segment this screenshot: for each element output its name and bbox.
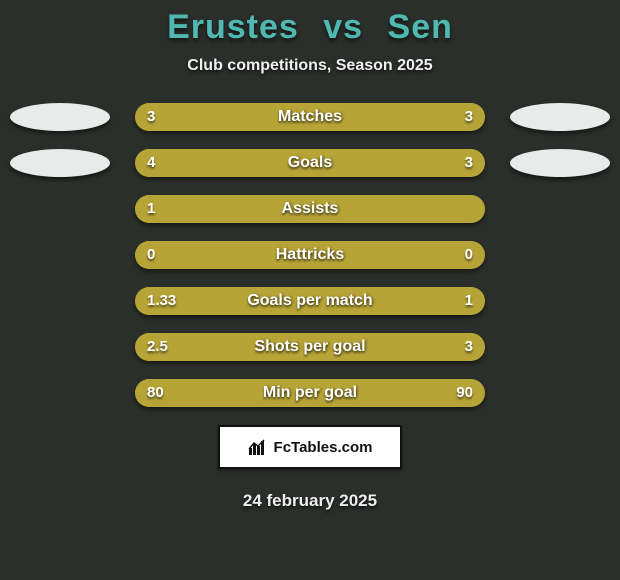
stat-row: Goals per match1.331 bbox=[0, 287, 620, 315]
player1-badge bbox=[10, 149, 110, 177]
stat-row: Min per goal8090 bbox=[0, 379, 620, 407]
stat-bar-fill-right bbox=[310, 241, 485, 269]
brand-box[interactable]: FcTables.com bbox=[218, 425, 402, 469]
stat-bar-track: Shots per goal2.53 bbox=[135, 333, 485, 361]
stat-bar-track: Min per goal8090 bbox=[135, 379, 485, 407]
stat-rows: Matches33 Goals43 Assists1 Hattricks00 Goals… bbox=[0, 103, 620, 407]
brand-bars-icon bbox=[248, 438, 268, 456]
stat-row: Goals43 bbox=[0, 149, 620, 177]
title-player1: Erustes bbox=[167, 8, 299, 46]
player2-badge bbox=[510, 103, 610, 131]
stat-bar-fill-right bbox=[335, 287, 486, 315]
stat-row: Assists1 bbox=[0, 195, 620, 223]
stat-bar-fill-right bbox=[300, 379, 486, 407]
stat-bar-fill-left bbox=[135, 379, 300, 407]
stat-bar-track: Hattricks00 bbox=[135, 241, 485, 269]
stat-bar-fill-left bbox=[135, 333, 293, 361]
stat-row: Hattricks00 bbox=[0, 241, 620, 269]
brand-text: FcTables.com bbox=[274, 439, 373, 456]
comparison-card: Erustes vs Sen Club competitions, Season… bbox=[0, 0, 620, 580]
stat-bar-track: Goals per match1.331 bbox=[135, 287, 485, 315]
stat-bar-fill-right bbox=[335, 149, 486, 177]
title-vs: vs bbox=[323, 8, 363, 46]
stat-bar-fill-left bbox=[135, 241, 310, 269]
stat-bar-track: Goals43 bbox=[135, 149, 485, 177]
title: Erustes vs Sen bbox=[0, 8, 620, 47]
stat-bar-fill-left bbox=[135, 103, 310, 131]
player2-badge bbox=[510, 149, 610, 177]
stat-row: Matches33 bbox=[0, 103, 620, 131]
stat-bar-track: Assists1 bbox=[135, 195, 485, 223]
date-text: 24 february 2025 bbox=[0, 491, 620, 511]
stat-row: Shots per goal2.53 bbox=[0, 333, 620, 361]
stat-bar-fill-left bbox=[135, 287, 335, 315]
stat-bar-track: Matches33 bbox=[135, 103, 485, 131]
player1-badge bbox=[10, 103, 110, 131]
stat-bar-fill-right bbox=[310, 103, 485, 131]
subtitle: Club competitions, Season 2025 bbox=[0, 57, 620, 75]
stat-bar-fill-right bbox=[293, 333, 486, 361]
title-player2: Sen bbox=[388, 8, 453, 46]
stat-bar-fill-left bbox=[135, 149, 335, 177]
stat-bar-fill-left bbox=[135, 195, 485, 223]
